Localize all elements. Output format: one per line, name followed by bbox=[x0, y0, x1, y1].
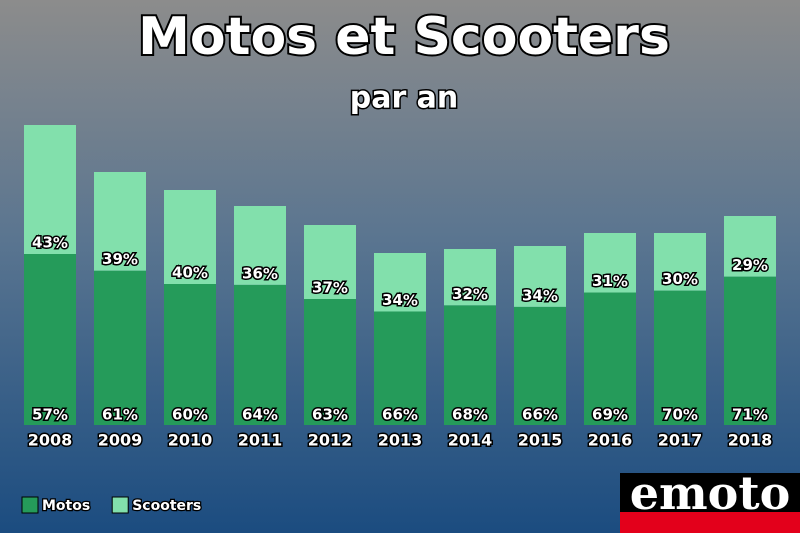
unit: % bbox=[473, 406, 488, 424]
logo-text: emoto bbox=[630, 466, 791, 520]
unit: % bbox=[193, 264, 208, 282]
bar-segment bbox=[514, 246, 566, 307]
bar-segment bbox=[304, 299, 356, 425]
x-tick-label: 2014 bbox=[448, 431, 493, 450]
unit: % bbox=[193, 406, 208, 424]
data-label: 37% bbox=[312, 279, 348, 297]
bar-segment bbox=[444, 305, 496, 425]
unit: % bbox=[123, 406, 138, 424]
x-tick-label: 2011 bbox=[238, 431, 283, 450]
unit: % bbox=[543, 286, 558, 304]
bar-segment bbox=[164, 190, 216, 284]
x-tick-label: 2016 bbox=[588, 431, 633, 450]
x-tick-label: 2009 bbox=[98, 431, 143, 450]
bar-segment bbox=[654, 290, 706, 425]
unit: % bbox=[683, 406, 698, 424]
bar-segment bbox=[724, 276, 776, 425]
bar-segment bbox=[24, 125, 76, 254]
data-label: 39% bbox=[102, 250, 138, 268]
data-label: 34% bbox=[522, 286, 558, 304]
x-tick-label: 2015 bbox=[518, 431, 563, 450]
data-label: 30% bbox=[662, 270, 698, 288]
x-tick-label: 2012 bbox=[308, 431, 353, 450]
bar-segment bbox=[94, 172, 146, 271]
data-label: 63% bbox=[312, 406, 348, 424]
data-label: 70% bbox=[662, 406, 698, 424]
bar-segment bbox=[654, 233, 706, 291]
unit: % bbox=[403, 291, 418, 309]
unit: % bbox=[613, 406, 628, 424]
bar-segment bbox=[234, 284, 286, 425]
bar-segment bbox=[234, 206, 286, 285]
unit: % bbox=[403, 406, 418, 424]
data-label: 66% bbox=[382, 406, 418, 424]
bar-segment bbox=[724, 216, 776, 277]
legend-swatch bbox=[21, 496, 39, 514]
data-label: 66% bbox=[522, 406, 558, 424]
unit: % bbox=[683, 270, 698, 288]
bar-segment bbox=[584, 233, 636, 293]
data-label: 40% bbox=[172, 264, 208, 282]
legend-label: Scooters bbox=[132, 498, 201, 514]
unit: % bbox=[53, 234, 68, 252]
unit: % bbox=[53, 406, 68, 424]
data-label: 31% bbox=[592, 272, 628, 290]
bar-segment bbox=[374, 253, 426, 312]
logo-strip bbox=[620, 512, 800, 533]
data-label: 43% bbox=[32, 234, 68, 252]
bar-segment bbox=[304, 225, 356, 299]
x-tick-label: 2010 bbox=[168, 431, 213, 450]
bar-segment bbox=[444, 249, 496, 306]
x-tick-label: 2017 bbox=[658, 431, 703, 450]
x-tick-label: 2008 bbox=[28, 431, 73, 450]
bar-segment bbox=[514, 306, 566, 425]
logo: emoto bbox=[620, 465, 800, 533]
legend-swatch bbox=[111, 496, 129, 514]
data-label: 32% bbox=[452, 285, 488, 303]
unit: % bbox=[333, 279, 348, 297]
data-label: 34% bbox=[382, 291, 418, 309]
data-label: 61% bbox=[102, 406, 138, 424]
data-label: 60% bbox=[172, 406, 208, 424]
bar-segment bbox=[374, 311, 426, 425]
chart-title: Motos et Scooters bbox=[138, 7, 670, 67]
bar-segment bbox=[584, 292, 636, 425]
data-label: 71% bbox=[732, 406, 768, 424]
data-label: 57% bbox=[32, 406, 68, 424]
unit: % bbox=[543, 406, 558, 424]
data-label: 68% bbox=[452, 406, 488, 424]
x-tick-label: 2013 bbox=[378, 431, 423, 450]
bar-segment bbox=[24, 254, 76, 425]
bar-segment bbox=[94, 270, 146, 425]
unit: % bbox=[613, 272, 628, 290]
chart-subtitle: par an bbox=[350, 81, 459, 116]
unit: % bbox=[473, 285, 488, 303]
unit: % bbox=[333, 406, 348, 424]
data-label: 29% bbox=[732, 256, 768, 274]
unit: % bbox=[753, 406, 768, 424]
data-label: 69% bbox=[592, 406, 628, 424]
unit: % bbox=[263, 406, 278, 424]
data-label: 64% bbox=[242, 406, 278, 424]
x-tick-label: 2018 bbox=[728, 431, 773, 450]
bar-segment bbox=[164, 284, 216, 425]
legend-label: Motos bbox=[42, 498, 90, 514]
unit: % bbox=[753, 256, 768, 274]
data-label: 36% bbox=[242, 264, 278, 282]
unit: % bbox=[123, 250, 138, 268]
unit: % bbox=[263, 264, 278, 282]
